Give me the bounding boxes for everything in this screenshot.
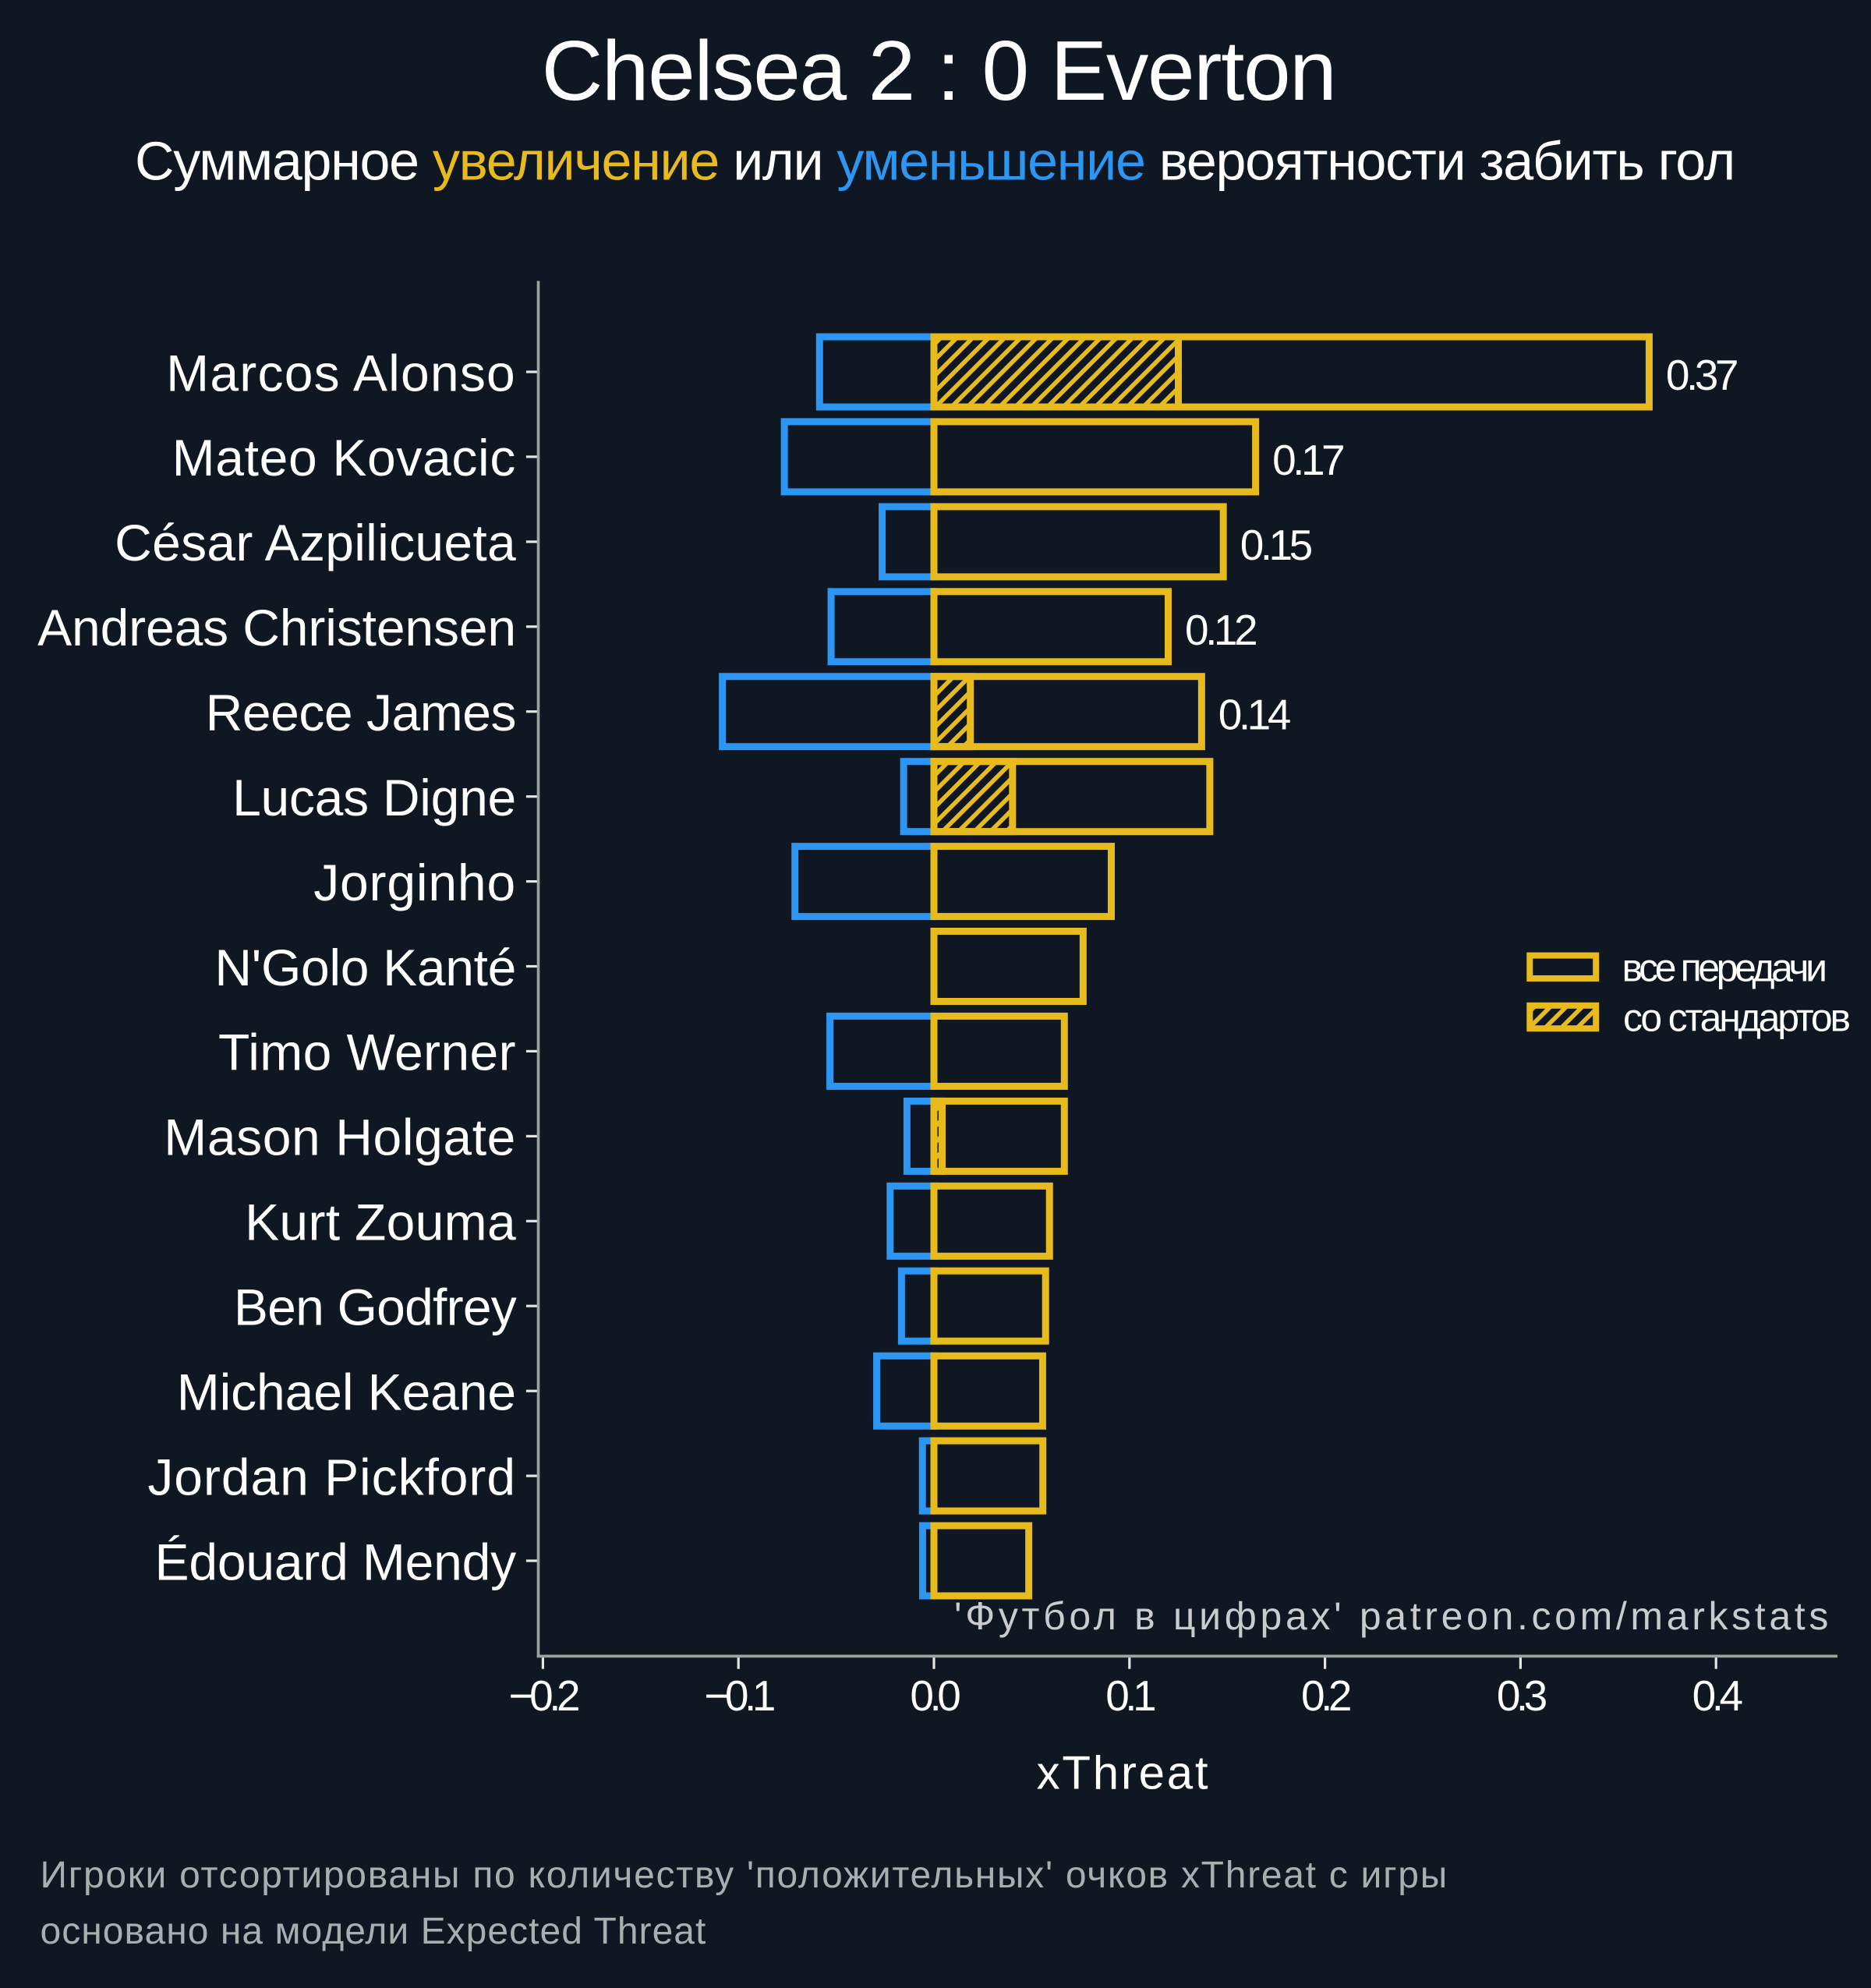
svg-text:Игроки отсортированы по количе: Игроки отсортированы по количеству 'поло…: [41, 1855, 1448, 1896]
svg-text:0.14: 0.14: [1218, 691, 1290, 739]
svg-text:основано на модели Expected Th: основано на модели Expected Threat: [41, 1911, 707, 1952]
svg-text:0.3: 0.3: [1497, 1671, 1547, 1720]
svg-text:0.1: 0.1: [1105, 1671, 1155, 1720]
svg-text:0.0: 0.0: [910, 1671, 960, 1720]
svg-text:со стандартов: со стандартов: [1623, 996, 1849, 1040]
svg-text:Andreas Christensen: Andreas Christensen: [37, 599, 516, 656]
svg-text:−0.2: −0.2: [509, 1671, 578, 1720]
svg-text:Lucas Digne: Lucas Digne: [232, 769, 516, 826]
svg-text:Ben Godfrey: Ben Godfrey: [234, 1279, 517, 1336]
svg-text:'Футбол в цифрах' patreon.com/: 'Футбол в цифрах' patreon.com/markstats: [954, 1594, 1832, 1638]
svg-text:xThreat: xThreat: [1037, 1747, 1211, 1799]
svg-text:Chelsea 2 : 0 Everton: Chelsea 2 : 0 Everton: [542, 23, 1336, 119]
svg-text:0.37: 0.37: [1666, 351, 1737, 399]
svg-text:Jorginho: Jorginho: [313, 854, 516, 911]
svg-text:Jordan Pickford: Jordan Pickford: [147, 1448, 516, 1505]
svg-text:Édouard Mendy: Édouard Mendy: [155, 1533, 517, 1590]
svg-text:Mason Holgate: Mason Holgate: [164, 1109, 516, 1166]
svg-text:−0.1: −0.1: [704, 1671, 773, 1720]
svg-text:0.12: 0.12: [1185, 606, 1256, 654]
svg-text:Marcos Alonso: Marcos Alonso: [166, 344, 516, 401]
svg-text:все передачи: все передачи: [1622, 946, 1826, 990]
svg-text:Kurt Zouma: Kurt Zouma: [245, 1194, 516, 1251]
svg-text:Mateo Kovacic: Mateo Kovacic: [172, 429, 516, 486]
svg-text:0.2: 0.2: [1301, 1671, 1350, 1720]
svg-text:0.15: 0.15: [1240, 521, 1312, 569]
svg-text:0.17: 0.17: [1272, 436, 1343, 484]
svg-text:Timo Werner: Timo Werner: [218, 1024, 516, 1081]
svg-text:Reece James: Reece James: [206, 684, 516, 741]
svg-text:Суммарное увеличение или умень: Суммарное увеличение или уменьшение веро…: [135, 131, 1735, 192]
svg-text:César Azpilicueta: César Azpilicueta: [115, 514, 516, 571]
svg-text:0.4: 0.4: [1692, 1671, 1742, 1720]
svg-text:N'Golo Kanté: N'Golo Kanté: [214, 939, 516, 996]
svg-text:Michael Keane: Michael Keane: [177, 1364, 516, 1421]
